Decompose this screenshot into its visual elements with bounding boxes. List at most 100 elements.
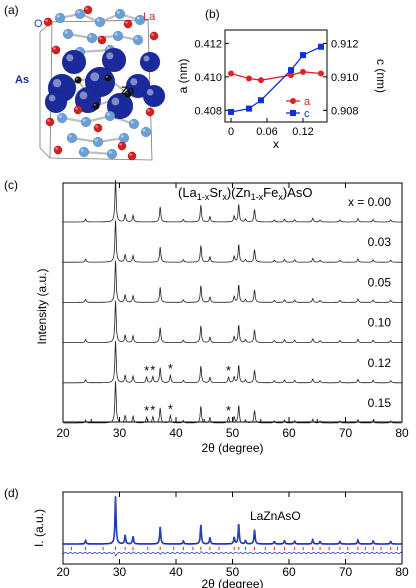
lanthanum-atom-highlight — [85, 7, 88, 10]
oxygen-atom — [80, 116, 92, 128]
calculated-pattern — [63, 496, 402, 545]
oxygen-atom-highlight — [56, 14, 60, 18]
panel-label-b: (b) — [205, 7, 220, 21]
y-left-tick-label: 0.412 — [194, 38, 222, 50]
lanthanum-atom-highlight — [151, 33, 154, 36]
zinc-atom — [124, 90, 132, 98]
y-axis-label: Intensity (a.u.) — [35, 268, 49, 344]
lanthanum-atom-highlight — [45, 19, 48, 22]
oxygen-atom-highlight — [96, 18, 100, 22]
lanthanum-atom — [93, 123, 103, 133]
oxygen-atom — [128, 118, 140, 130]
x-tick-label: 50 — [226, 426, 240, 440]
lanthanum-atom — [51, 45, 61, 55]
lanthanum-atom-highlight — [147, 109, 150, 112]
data-point-c — [300, 52, 306, 59]
arsenic-atom-highlight — [52, 78, 62, 88]
oxygen-atom-highlight — [142, 128, 146, 132]
oxygen-atom — [118, 132, 130, 144]
data-point-c — [228, 108, 234, 115]
chart-title-d: LaZnAsO — [250, 509, 301, 523]
data-point-a — [228, 70, 234, 77]
lanthanum-atom-highlight — [47, 119, 50, 122]
lanthanum-atom-highlight — [119, 143, 122, 146]
series-label: 0.15 — [368, 396, 392, 410]
zinc-atom-highlight — [105, 75, 108, 78]
y-right-tick-label: 0.912 — [331, 38, 359, 50]
x-tick-label: 70 — [339, 426, 353, 440]
title-part: (La — [178, 185, 198, 200]
data-point-c — [318, 43, 324, 50]
oxygen-atom — [94, 16, 106, 28]
oxygen-atom — [54, 12, 66, 24]
lanthanum-atom-highlight — [129, 153, 132, 156]
series-label: 0.10 — [368, 316, 392, 330]
zinc-atom — [92, 102, 100, 110]
atom-label-la: La — [143, 11, 156, 23]
arsenic-atom-highlight — [66, 54, 74, 62]
y-right-tick-label: 0.908 — [331, 105, 359, 117]
data-point-a — [288, 72, 294, 79]
lanthanum-atom — [123, 19, 133, 29]
lanthanum-atom — [127, 151, 137, 161]
x-tick-label: 0 — [228, 126, 234, 138]
oxygen-atom-highlight — [116, 10, 120, 14]
impurity-star: * — [168, 361, 173, 376]
arsenic-atom — [142, 84, 166, 108]
lanthanum-atom — [117, 141, 127, 151]
x-axis-label: 2θ (degree) — [201, 577, 263, 588]
title-part: )(Zn — [227, 185, 251, 200]
x-tick-label: 60 — [282, 426, 296, 440]
xrd-trace — [63, 300, 402, 343]
unit-cell-edge — [39, 147, 51, 159]
panel-a: (a) La O As Zn — [4, 3, 166, 161]
title-part: x — [278, 192, 283, 202]
data-point-a — [246, 75, 252, 82]
impurity-star: * — [168, 401, 173, 416]
arsenic-atom-highlight — [111, 97, 120, 106]
oxygen-atom-highlight — [136, 16, 140, 20]
y-axis-label: I. (a.u.) — [32, 509, 46, 547]
y-left-axis-label: a (nm) — [176, 59, 190, 94]
x-axis-label: x — [273, 137, 279, 151]
legend-label-c: c — [304, 108, 310, 120]
x-axis-label: 2θ (degree) — [201, 441, 263, 455]
oxygen-atom-highlight — [68, 134, 72, 138]
bond — [79, 48, 111, 54]
title-part: 1-x — [197, 192, 210, 202]
zinc-atom-highlight — [93, 103, 96, 106]
xrd-plot: 20 30 40 50 60 70 80 2θ (degree) Intensity (a.u.… — [35, 180, 409, 455]
oxygen-atom-highlight — [134, 36, 138, 40]
oxygen-atom-highlight — [130, 120, 134, 124]
x-tick-label: 80 — [395, 565, 409, 579]
oxygen-atom — [132, 34, 144, 46]
data-point-a — [300, 68, 306, 75]
unit-cell-outline — [49, 19, 153, 161]
oxygen-atom — [92, 136, 104, 148]
oxygen-atom-highlight — [58, 114, 62, 118]
arsenic-atom-highlight — [79, 91, 88, 100]
arsenic-atom — [139, 51, 161, 73]
oxygen-atom-highlight — [108, 150, 112, 154]
x-tick-label: 40 — [169, 426, 183, 440]
legend-marker-a — [290, 98, 296, 104]
atom-label-o: O — [34, 18, 43, 30]
panel-b: (b) 0 0.06 0.12 0.408 0.410 0.412 0.908 0.910 0.… — [176, 7, 388, 151]
data-point-a — [258, 77, 264, 84]
y-right-axis-label: c (nm) — [374, 59, 388, 93]
xrd-trace — [63, 381, 402, 424]
lattice-plot: 0 0.06 0.12 0.408 0.410 0.412 0.908 0.910 0.912 x… — [176, 29, 388, 151]
title-part: 1-x — [251, 192, 264, 202]
oxygen-atom-highlight — [76, 10, 80, 14]
lanthanum-atom-highlight — [125, 21, 128, 24]
oxygen-atom-highlight — [64, 30, 68, 34]
series-label: 0.03 — [368, 235, 392, 249]
oxygen-atom — [66, 132, 78, 144]
arsenic-atom-highlight — [90, 72, 100, 82]
atom-label-as: As — [15, 74, 29, 86]
oxygen-atom — [56, 112, 68, 124]
oxygen-atom-highlight — [94, 138, 98, 142]
panel-label-c: (c) — [4, 178, 18, 192]
panel-label-a: (a) — [4, 3, 19, 17]
